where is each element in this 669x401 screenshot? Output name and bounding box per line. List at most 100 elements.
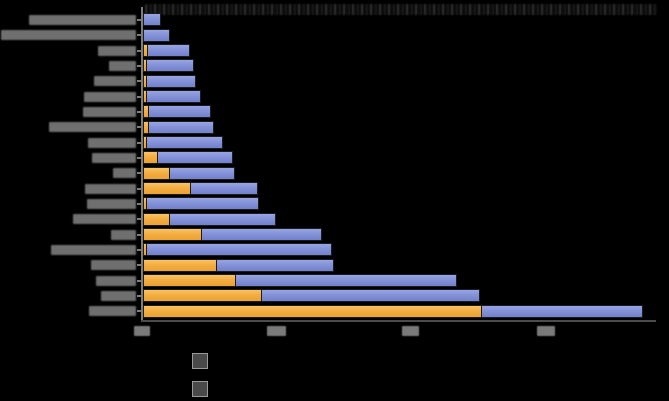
y-axis-label-smear xyxy=(49,122,136,133)
bar-segment-orange xyxy=(143,258,218,272)
y-axis-tick xyxy=(137,172,142,175)
bar-segment-orange xyxy=(143,228,203,242)
y-axis-label-smear xyxy=(91,260,136,271)
y-axis-label-smear xyxy=(84,91,136,102)
y-axis-label-smear xyxy=(29,14,136,25)
bar-segment-blue xyxy=(146,90,202,104)
y-axis-label-smear xyxy=(51,244,136,255)
bar-row xyxy=(143,120,215,134)
y-axis-tick xyxy=(137,156,142,159)
x-axis-tick-label-smear xyxy=(536,326,555,336)
y-axis-tick xyxy=(137,64,142,67)
legend-swatch-blue xyxy=(192,381,208,397)
legend-entry-blue xyxy=(192,381,214,397)
bar-segment-blue xyxy=(146,197,260,211)
chart-title-smear xyxy=(145,4,657,15)
y-axis-tick xyxy=(137,264,142,267)
bar-segment-blue xyxy=(168,166,235,180)
bar-segment-blue xyxy=(201,228,323,242)
y-axis-label-smear xyxy=(109,60,136,71)
bar-row xyxy=(143,59,195,73)
y-axis-label-smear xyxy=(1,30,136,41)
bar-segment-orange xyxy=(143,304,482,318)
bar-segment-blue xyxy=(143,13,162,27)
bar-segment-blue xyxy=(480,304,643,318)
legend-entry-orange xyxy=(192,353,214,369)
y-axis-tick xyxy=(137,248,142,251)
bar-segment-blue xyxy=(147,105,212,119)
y-axis-tick xyxy=(137,49,142,52)
y-axis-tick xyxy=(137,141,142,144)
bar-row xyxy=(143,197,260,211)
y-axis-label-smear xyxy=(88,137,136,148)
y-axis-tick xyxy=(137,310,142,313)
bar-segment-orange xyxy=(143,289,263,303)
y-axis-label-smear xyxy=(101,290,136,301)
y-axis-tick xyxy=(137,126,142,129)
bar-segment-orange xyxy=(143,274,236,287)
bar-segment-orange xyxy=(143,212,171,226)
bar-segment-blue xyxy=(145,59,195,73)
y-axis-tick xyxy=(137,279,142,282)
y-axis-label-smear xyxy=(98,45,136,56)
y-axis-tick xyxy=(137,233,142,236)
bar-segment-blue xyxy=(156,151,233,165)
bar-segment-blue xyxy=(147,120,215,134)
bar-segment-blue xyxy=(234,274,457,287)
y-axis-tick xyxy=(137,187,142,190)
y-axis-label-smear xyxy=(96,275,136,286)
bar-row xyxy=(143,304,643,318)
y-axis-label-smear xyxy=(85,183,136,194)
bar-row xyxy=(143,166,235,180)
bar-segment-blue xyxy=(169,212,277,226)
y-axis-tick xyxy=(137,80,142,83)
y-axis-tick xyxy=(137,294,142,297)
bar-row xyxy=(143,228,323,242)
bar-row xyxy=(143,151,233,165)
y-axis-spine xyxy=(141,7,143,322)
bar-segment-blue xyxy=(145,136,224,150)
y-axis-tick xyxy=(137,218,142,221)
y-axis-tick xyxy=(137,34,142,37)
bar-row xyxy=(143,28,171,42)
bar-row xyxy=(143,212,277,226)
bar-segment-blue xyxy=(216,258,334,272)
bar-row xyxy=(143,13,162,27)
bar-row xyxy=(143,243,333,257)
bar-segment-orange xyxy=(143,166,170,180)
bar-row xyxy=(143,90,202,104)
bar-segment-blue xyxy=(146,243,333,257)
bar-segment-orange xyxy=(143,182,191,196)
y-axis-tick xyxy=(137,95,142,98)
bar-row xyxy=(143,105,212,119)
bar-segment-blue xyxy=(145,74,197,88)
bar-row xyxy=(143,274,457,287)
y-axis-label-smear xyxy=(111,229,136,240)
bar-segment-orange xyxy=(143,151,158,165)
bar-row xyxy=(143,44,190,58)
y-axis-tick xyxy=(137,18,142,21)
y-axis-label-smear xyxy=(89,306,136,317)
bar-row xyxy=(143,74,197,88)
y-axis-label-smear xyxy=(87,198,136,209)
y-axis-tick xyxy=(137,110,142,113)
bar-segment-blue xyxy=(146,44,190,58)
legend-swatch-orange xyxy=(192,353,208,369)
x-axis-tick-label-smear xyxy=(266,326,286,336)
y-axis-label-smear xyxy=(94,76,136,87)
x-axis-tick-label-smear xyxy=(133,326,150,336)
bar-row xyxy=(143,289,481,303)
x-axis-spine xyxy=(141,320,656,322)
bar-row xyxy=(143,258,334,272)
y-axis-label-smear xyxy=(92,152,136,163)
x-axis-tick-label-smear xyxy=(402,326,420,336)
bar-segment-blue xyxy=(261,289,481,303)
bar-row xyxy=(143,136,224,150)
bar-row xyxy=(143,182,258,196)
bar-segment-blue xyxy=(143,28,171,42)
bar-segment-blue xyxy=(189,182,258,196)
y-axis-tick xyxy=(137,202,142,205)
y-axis-label-smear xyxy=(73,214,136,225)
y-axis-label-smear xyxy=(113,168,136,179)
